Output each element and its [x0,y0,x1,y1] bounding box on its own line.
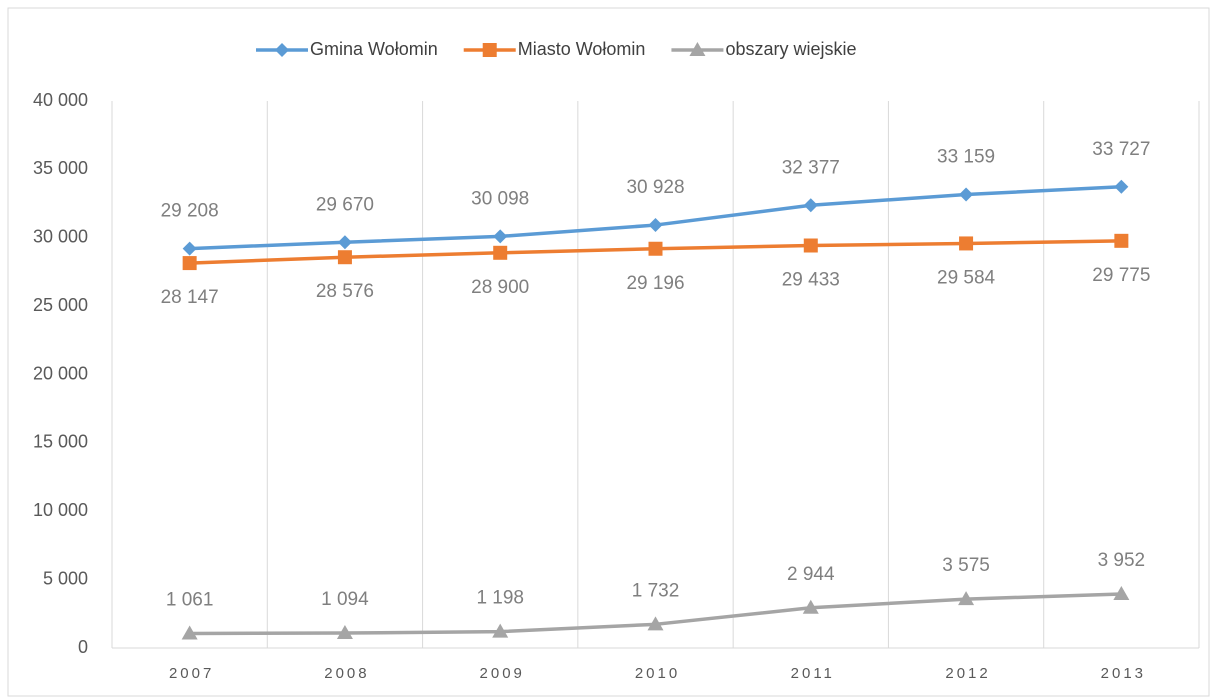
marker [181,625,198,640]
marker [648,241,663,256]
x-tick-label: 2008 [324,665,369,682]
marker [1113,585,1130,600]
data-label: 1 732 [632,580,680,601]
marker [492,623,509,638]
data-label: 28 900 [471,277,529,298]
marker [958,591,975,606]
data-label: 29 433 [782,270,840,291]
x-tick-label: 2007 [169,665,214,682]
data-label: 1 094 [321,589,369,610]
legend-label: Gmina Wołomin [310,39,438,59]
y-tick-label: 30 000 [33,227,88,247]
y-tick-label: 40 000 [33,90,88,110]
data-label: 28 576 [316,281,374,302]
marker [1114,233,1129,248]
marker [182,241,197,256]
data-label: 29 208 [161,201,219,222]
marker [959,236,974,251]
marker [337,250,352,265]
legend-label: obszary wiejskie [725,39,856,59]
data-label: 1 061 [166,590,214,611]
x-tick-label: 2011 [791,665,835,682]
data-label: 29 196 [626,273,684,294]
y-tick-label: 20 000 [33,363,88,383]
legend-label: Miasto Wołomin [518,39,646,59]
chart-frame [7,7,1210,697]
x-tick-label: 2013 [1101,665,1146,682]
x-tick-label: 2009 [480,665,525,682]
legend-marker [482,43,497,57]
legend-marker [689,42,706,56]
legend-marker [275,43,289,57]
data-label: 1 198 [476,588,524,609]
marker [336,625,353,640]
marker [959,187,974,202]
data-label: 30 928 [626,177,684,198]
marker [493,229,508,244]
marker [182,256,197,271]
data-label: 2 944 [787,564,835,585]
y-tick-label: 10 000 [33,500,88,520]
y-tick-label: 25 000 [33,295,88,315]
marker [803,198,818,213]
y-tick-label: 5 000 [43,568,88,588]
data-label: 30 098 [471,188,529,209]
data-label: 32 377 [782,157,840,178]
data-label: 29 584 [937,267,996,288]
x-tick-label: 2010 [635,665,680,682]
data-label: 3 952 [1098,550,1146,571]
y-tick-label: 0 [78,637,88,657]
marker [337,235,352,250]
x-tick-label: 2012 [945,665,990,682]
marker [802,599,819,614]
data-label: 29 670 [316,194,374,215]
data-label: 28 147 [161,287,219,308]
data-label: 33 159 [937,147,995,168]
marker [648,218,663,233]
data-label: 3 575 [942,555,990,576]
y-tick-label: 15 000 [33,432,88,452]
marker [647,616,664,631]
data-label: 29 775 [1092,265,1150,286]
data-label: 33 727 [1092,139,1150,160]
marker [493,245,508,260]
marker [1114,179,1129,194]
y-tick-label: 35 000 [33,158,88,178]
marker [803,238,818,253]
